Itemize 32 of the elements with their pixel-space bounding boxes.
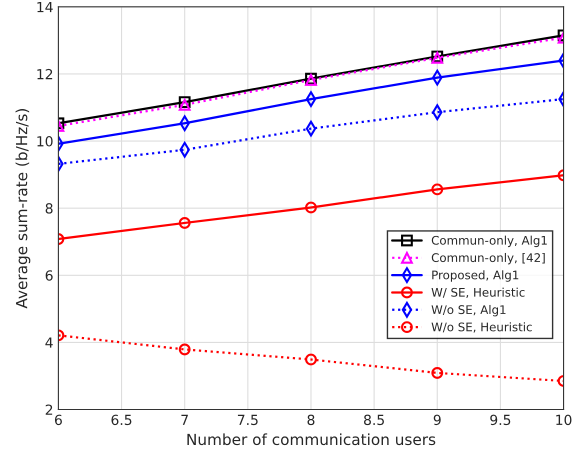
point xyxy=(178,344,191,356)
y-tick-label: 12 xyxy=(37,68,52,80)
legend-label: W/o SE, Heuristic xyxy=(432,322,532,333)
x-tick-label: 6 xyxy=(54,414,62,426)
legend-label: Commun-only, [42] xyxy=(432,252,545,264)
y-axis-title: Average sum-rate (b/Hz/s) xyxy=(16,109,30,308)
y-tick-label: 2 xyxy=(46,404,52,415)
y-tick-label: 4 xyxy=(45,338,53,348)
y-tick-label: 14 xyxy=(37,2,53,12)
y-tick-label: 8 xyxy=(46,203,53,214)
legend-label: Proposed, Alg1 xyxy=(432,270,518,282)
x-tick-label: 6.5 xyxy=(111,414,132,426)
x-tick-label: 7 xyxy=(181,414,188,425)
legend-label: W/o SE, Alg1 xyxy=(432,304,506,316)
x-tick-label: 10 xyxy=(556,414,572,426)
x-tick-label: 9 xyxy=(434,414,441,426)
x-tick-label: 8 xyxy=(308,414,314,426)
legend-label: Commun-only, Alg1 xyxy=(432,236,547,248)
point xyxy=(431,367,444,379)
point xyxy=(178,96,191,108)
legend-label: W/ SE, Heuristic xyxy=(432,288,525,298)
point xyxy=(178,98,191,111)
x-tick-label: 7.5 xyxy=(238,414,258,426)
x-tick-label: 9.5 xyxy=(490,414,510,426)
point xyxy=(178,217,191,229)
y-tick-label: 10 xyxy=(37,136,53,147)
y-tick-label: 6 xyxy=(46,270,53,281)
point xyxy=(431,183,444,196)
point xyxy=(305,202,317,214)
point xyxy=(305,354,317,366)
x-axis-title: Number of communication users xyxy=(187,433,436,446)
x-tick-label: 8.5 xyxy=(364,414,384,426)
